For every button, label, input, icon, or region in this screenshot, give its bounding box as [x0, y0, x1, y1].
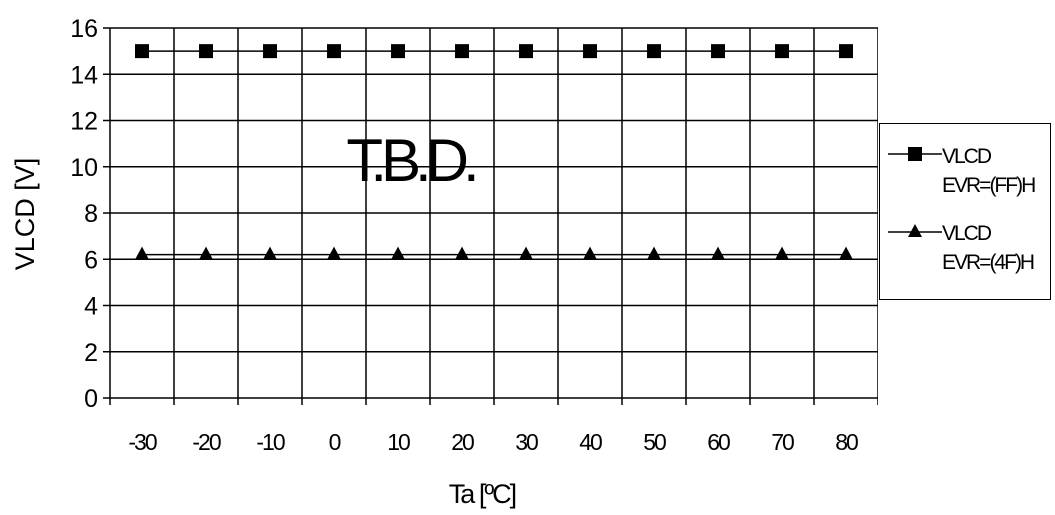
x-tick-label: 80 [835, 429, 858, 455]
legend-label-4f-line1: VLCD [942, 222, 992, 245]
data-point-square [199, 44, 213, 59]
x-tick-label: 0 [329, 429, 341, 455]
legend-label-4f-line2: EVR=(4F)H [942, 251, 1035, 274]
data-point-triangle [711, 246, 725, 260]
y-tick-label: 12 [70, 108, 98, 136]
y-tick-label: 14 [70, 61, 98, 89]
data-point-square [775, 44, 789, 59]
data-point-triangle [775, 246, 789, 260]
data-point-square [327, 44, 341, 59]
data-point-triangle [839, 246, 853, 260]
data-point-triangle [263, 246, 277, 260]
data-point-square [839, 44, 853, 59]
legend-entry-4f: VLCD EVR=(4F)H [880, 208, 1052, 278]
x-tick-label: 40 [579, 429, 602, 455]
data-point-triangle [327, 246, 341, 260]
x-tick-label: 10 [387, 429, 410, 455]
y-tick-label: 6 [84, 246, 98, 274]
series-0 [135, 44, 853, 59]
data-point-triangle [135, 246, 149, 260]
grid-lines [109, 27, 878, 399]
series-1 [135, 246, 853, 260]
axes: 0 2 4 6 8 10 12 14 16 -30 -20 -10 0 10 20 30 40 50 60 70 80 [70, 15, 878, 455]
y-tick-label: 10 [70, 154, 98, 182]
data-point-square [583, 44, 597, 59]
series-group [135, 44, 853, 260]
y-axis-title: VLCD [V] [10, 158, 40, 271]
legend-marker-square-icon [888, 147, 942, 161]
legend-label-ff-line1: VLCD [942, 145, 992, 168]
x-tick-label: 70 [771, 429, 794, 455]
tbd-annotation: T.B.D. [346, 127, 475, 194]
data-point-triangle [583, 246, 597, 260]
data-point-square [519, 44, 533, 59]
data-point-triangle [391, 246, 405, 260]
y-tick-label: 2 [84, 339, 98, 367]
legend: VLCD EVR=(FF)H VLCD EVR=(4F)H [879, 123, 1051, 300]
legend-entry-ff: VLCD EVR=(FF)H [880, 131, 1052, 201]
data-point-square [647, 44, 661, 59]
x-tick-label: 30 [515, 429, 538, 455]
data-point-triangle [647, 246, 661, 260]
legend-marker-triangle-icon [888, 224, 942, 237]
data-point-square [711, 44, 725, 59]
data-point-square [135, 44, 149, 59]
data-point-triangle [519, 246, 533, 260]
data-point-triangle [455, 246, 469, 260]
x-axis-title: Ta [ºC] [449, 479, 516, 509]
x-tick-label: -10 [256, 429, 284, 455]
x-tick-label: -20 [192, 429, 220, 455]
x-tick-label: 50 [643, 429, 666, 455]
x-tick-label: 20 [451, 429, 474, 455]
data-point-square [263, 44, 277, 59]
x-tick-label: -30 [128, 429, 156, 455]
y-tick-label: 16 [70, 15, 98, 43]
y-tick-label: 4 [84, 293, 98, 321]
y-tick-label: 8 [84, 200, 98, 228]
data-point-triangle [199, 246, 213, 260]
y-tick-label: 0 [84, 385, 98, 413]
data-point-square [391, 44, 405, 59]
data-point-square [455, 44, 469, 59]
legend-label-ff-line2: EVR=(FF)H [942, 174, 1036, 197]
x-tick-label: 60 [707, 429, 730, 455]
